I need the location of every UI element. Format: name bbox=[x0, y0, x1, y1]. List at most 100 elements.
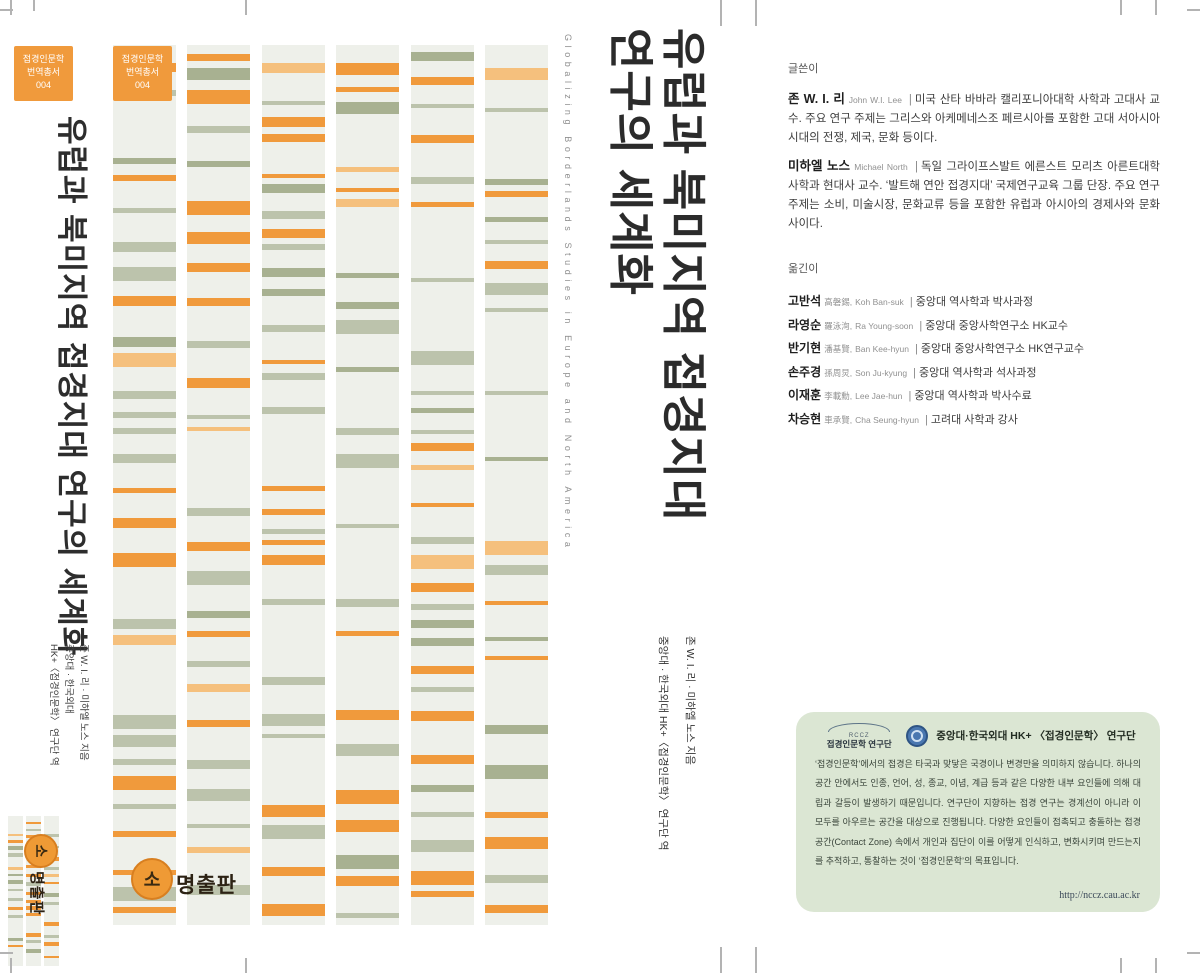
stripe bbox=[26, 892, 41, 895]
stripe bbox=[262, 529, 325, 534]
translator-name: 라영순 bbox=[788, 317, 822, 332]
stripe bbox=[187, 508, 250, 516]
research-group-header: RCCZ 접경인문학 연구단 중앙대·한국외대 HK+ 〈접경인문학〉 연구단 bbox=[813, 723, 1143, 749]
spine-publisher-logo: 소 명출판 bbox=[24, 834, 58, 915]
stripe bbox=[262, 101, 325, 105]
stripe bbox=[8, 846, 23, 850]
translator-name: 차승현 bbox=[788, 411, 822, 426]
stripe bbox=[262, 268, 325, 277]
writer-bio: 미하엘 노스 Michael North | 독일 그라이프스발트 에른스트 모리… bbox=[788, 157, 1160, 234]
stripe bbox=[262, 117, 325, 127]
stripe bbox=[8, 915, 23, 918]
stripe bbox=[262, 211, 325, 219]
stripe bbox=[411, 135, 474, 143]
front-authors: 존 W. I. 리 · 미하엘 노스 지음 중앙대 · 한국외대 HK+〈접경인… bbox=[649, 636, 703, 850]
separator: | bbox=[919, 319, 923, 332]
stripe bbox=[411, 871, 474, 885]
stripe bbox=[411, 711, 474, 721]
translator-row: 차승현 車承賢, Cha Seung-hyun | 고려대 사학과 강사 bbox=[788, 408, 1160, 432]
stripe bbox=[187, 126, 250, 133]
translator-roman: Son Ju-kyung bbox=[855, 367, 908, 378]
english-subtitle: Globalizing Borderlands Studies in Europ… bbox=[563, 34, 573, 552]
translator-row: 이재훈 李載勳, Lee Jae-hun | 중앙대 역사학과 박사수료 bbox=[788, 384, 1160, 408]
stripe bbox=[187, 201, 250, 215]
crop-mark bbox=[10, 958, 12, 973]
stripe bbox=[187, 661, 250, 667]
writers-heading: 글쓴이 bbox=[788, 63, 819, 75]
stripe bbox=[485, 837, 548, 849]
stripe bbox=[336, 320, 399, 334]
stripe bbox=[187, 571, 250, 585]
stripe bbox=[336, 454, 399, 468]
stripe bbox=[262, 325, 325, 332]
stripe bbox=[411, 351, 474, 365]
stripe bbox=[187, 415, 250, 419]
translator-roman: Ra Young-soon bbox=[855, 320, 914, 331]
stripe bbox=[113, 735, 176, 747]
stripe bbox=[8, 945, 23, 947]
stripe bbox=[26, 949, 41, 953]
stripe bbox=[262, 373, 325, 380]
stripe bbox=[8, 853, 23, 857]
stripe bbox=[411, 604, 474, 610]
research-group-url: http://nccz.cau.ac.kr bbox=[1059, 890, 1140, 901]
stripe bbox=[485, 905, 548, 913]
translator-hanja: 孫周炅, bbox=[824, 367, 853, 378]
crop-mark bbox=[1155, 0, 1157, 15]
stripe bbox=[44, 922, 59, 926]
stripe bbox=[411, 785, 474, 792]
stripe bbox=[411, 391, 474, 395]
stripe bbox=[262, 486, 325, 491]
stripe bbox=[44, 893, 59, 897]
stripe bbox=[8, 898, 23, 901]
stripe bbox=[113, 715, 176, 729]
writer-name: 미하엘 노스 bbox=[788, 159, 850, 173]
stripe bbox=[485, 601, 548, 605]
series-badge-line: 번역총서 bbox=[26, 67, 61, 77]
crop-mark bbox=[720, 947, 722, 973]
stripe bbox=[411, 430, 474, 434]
stripe bbox=[411, 503, 474, 507]
stripe bbox=[113, 296, 176, 306]
stripe bbox=[187, 378, 250, 388]
stripe bbox=[113, 158, 176, 164]
crop-mark bbox=[245, 0, 247, 15]
stripe bbox=[411, 555, 474, 569]
translator-row: 손주경 孫周炅, Son Ju-kyung | 중앙대 역사학과 석사과정 bbox=[788, 361, 1160, 385]
translator-hanja: 潘基賢, bbox=[824, 344, 853, 354]
stripe-column bbox=[262, 45, 325, 925]
stripe bbox=[485, 541, 548, 555]
series-badge-line: 접경인문학 bbox=[121, 54, 164, 64]
stripe bbox=[187, 68, 250, 80]
research-group-description: ‘접경인문학’에서의 접경은 타국과 맞닿은 국경이나 변경만을 의미하지 않습… bbox=[815, 758, 1141, 867]
stripe bbox=[187, 427, 250, 431]
stripe bbox=[411, 465, 474, 470]
writer-name-roman: Michael North bbox=[854, 162, 908, 172]
crop-mark bbox=[245, 958, 247, 973]
crop-mark bbox=[33, 0, 35, 11]
stripe bbox=[113, 488, 176, 493]
stripe bbox=[411, 891, 474, 897]
stripe bbox=[113, 412, 176, 418]
separator: | bbox=[915, 343, 918, 355]
writer-name-roman: John W.I. Lee bbox=[848, 95, 902, 105]
front-title-line1: 유럽과 북미지역 접경지대 bbox=[658, 28, 709, 522]
stripe bbox=[113, 553, 176, 567]
separator: | bbox=[914, 161, 918, 173]
stripe bbox=[262, 540, 325, 545]
spine-title: 유럽과 북미지역 접경지대 연구의 세계화 bbox=[54, 116, 89, 657]
stripe bbox=[411, 537, 474, 544]
stripe bbox=[411, 104, 474, 108]
stripe bbox=[113, 353, 176, 367]
stripe bbox=[336, 790, 399, 804]
series-badge-line: 접경인문학 bbox=[22, 54, 65, 64]
writer-name: 존 W. I. 리 bbox=[788, 92, 845, 106]
stripe bbox=[485, 217, 548, 222]
stripe bbox=[411, 202, 474, 207]
stripe bbox=[187, 789, 250, 801]
translator-roman: Ban Kee-hyun bbox=[855, 344, 909, 354]
stripe bbox=[336, 913, 399, 918]
stripe bbox=[113, 175, 176, 181]
stripe bbox=[262, 677, 325, 685]
